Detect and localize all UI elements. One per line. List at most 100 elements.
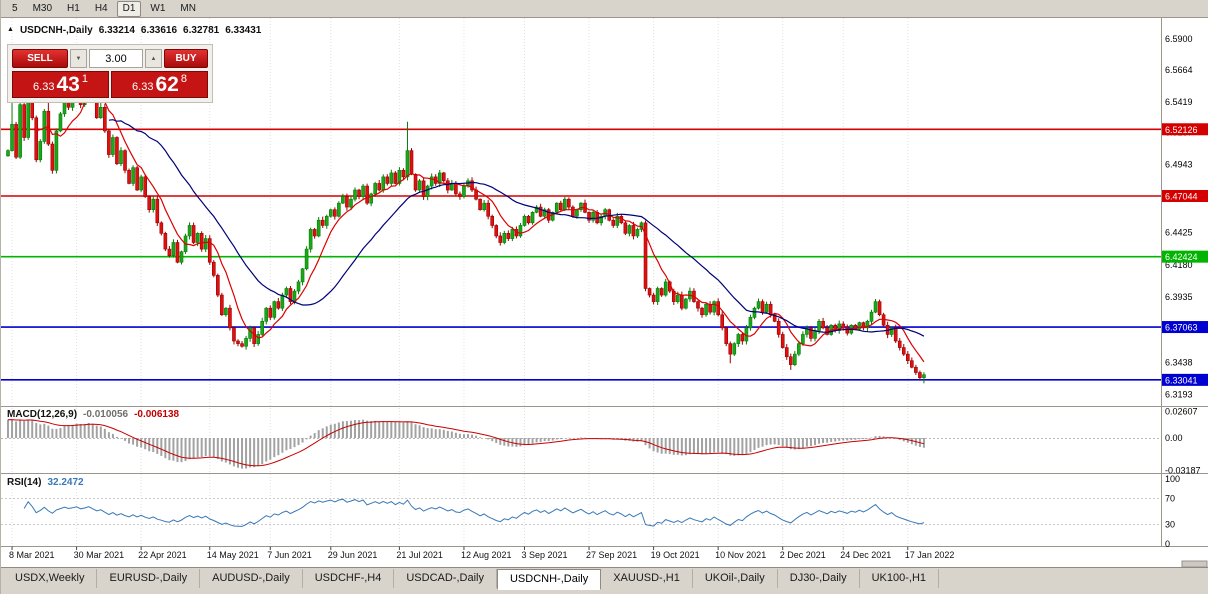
date-axis-label: 30 Mar 2021 [74,550,125,560]
ohlc-low: 6.32781 [183,25,220,36]
chart-tab-usdx[interactable]: USDX,Weekly [3,569,98,588]
chart-tab-eurusd[interactable]: EURUSD-,Daily [97,569,201,588]
price-level-badge [1162,189,1208,202]
macd-scale-label: -0.03187 [1165,465,1201,475]
price-level-badge [1162,123,1208,136]
chart-tab-dj30[interactable]: DJ30-,Daily [778,569,860,588]
date-axis-label: 2 Dec 2021 [780,550,826,560]
price-scale-label: 6.4180 [1165,260,1193,270]
rsi-scale-label: 0 [1165,539,1170,549]
timeframe-button-mn[interactable]: MN [180,2,196,14]
date-axis-label: 7 Jun 2021 [267,550,312,560]
price-scale-label: 6.3935 [1165,292,1193,302]
chevron-up-icon: ▲ [150,55,157,62]
rsi-indicator-label: RSI(14) 32.2472 [7,477,84,488]
date-axis-label: 21 Jul 2021 [396,550,443,560]
ohlc-close: 6.33431 [225,25,262,36]
price-level-badge-text: 6.42424 [1165,252,1198,262]
price-scale-label: 6.3438 [1165,357,1193,367]
date-axis-label: 19 Oct 2021 [651,550,700,560]
sell-button[interactable]: SELL [12,49,68,68]
date-axis-label: 8 Mar 2021 [9,550,55,560]
timeframe-button-h1[interactable]: H1 [67,2,80,14]
price-level-badge-text: 6.47044 [1165,191,1198,201]
timeframe-toolbar: 5 M30 H1 H4 D1 W1 MN [1,0,1208,18]
ask-prefix: 6.33 [132,81,154,93]
date-axis-label: 24 Dec 2021 [840,550,891,560]
price-scale-label: 6.4943 [1165,160,1193,170]
date-axis-label: 3 Sep 2021 [521,550,567,560]
price-scale-label: 6.5419 [1165,97,1193,107]
price-level-badge [1162,373,1208,386]
date-axis-label: 17 Jan 2022 [905,550,955,560]
price-scale-label: 6.5664 [1165,65,1193,75]
ohlc-high: 6.33616 [140,25,178,36]
macd-scale-label: 0.00 [1165,433,1183,443]
date-axis-label: 27 Sep 2021 [586,550,637,560]
chart-tab-audusd[interactable]: AUDUSD-,Daily [200,569,303,588]
rsi-scale-label: 100 [1165,474,1180,484]
price-level-badge [1162,321,1208,334]
rsi-name: RSI(14) [7,477,42,488]
chart-tab-usdcad[interactable]: USDCAD-,Daily [394,569,497,588]
price-level-badge-text: 6.33041 [1165,375,1198,385]
candles-layer [6,56,926,384]
moving-averages-layer [36,93,925,363]
timeframe-button-d1[interactable]: D1 [116,0,142,17]
volume-decrease-button[interactable]: ▼ [70,49,87,68]
date-axis-label: 22 Apr 2021 [138,550,187,560]
volume-input[interactable] [89,49,143,68]
macd-indicator-label: MACD(12,26,9) -0.010056 -0.006138 [7,409,179,420]
date-axis-label: 12 Aug 2021 [461,550,512,560]
date-axis-label: 29 Jun 2021 [328,550,378,560]
chart-canvas[interactable]: 8 Mar 2021 30 Mar 2021 22 Apr 2021 14 May 2… [1,18,1208,567]
bid-price-display[interactable]: 6.33 43 1 [12,71,109,98]
bid-big-digits: 43 [56,73,80,96]
ask-pipette: 8 [180,73,187,85]
price-scale[interactable]: 6.59006.56646.54196.51876.49436.44256.41… [1162,34,1208,549]
rsi-value: 32.2472 [47,477,84,488]
chart-tab-xauusd[interactable]: XAUUSD-,H1 [601,569,693,588]
tab-bar: USDX,Weekly EURUSD-,Daily AUDUSD-,Daily USD… [1,567,1208,594]
macd-name: MACD(12,26,9) [7,409,78,420]
collapse-triangle-icon[interactable]: ▲ [7,26,14,33]
ask-big-digits: 62 [155,73,179,96]
price-level-badge [1162,250,1208,263]
rsi-scale-label: 30 [1165,520,1175,530]
date-axis-label: 14 May 2021 [207,550,259,560]
chart-window: 8 Mar 2021 30 Mar 2021 22 Apr 2021 14 May 2… [1,18,1208,567]
ask-price-display[interactable]: 6.33 62 8 [111,71,208,98]
price-scale-label: 6.3193 [1165,389,1193,399]
timeframe-button-m30[interactable]: M30 [32,2,53,14]
volume-increase-button[interactable]: ▲ [145,49,162,68]
timeframe-button-h4[interactable]: H4 [94,2,108,14]
h-scrollbar-thumb[interactable] [1181,560,1208,567]
chart-title: ▲ USDCNH-,Daily 6.33214 6.33616 6.32781 … [7,25,261,36]
buy-button[interactable]: BUY [164,49,208,68]
date-axis-label: 10 Nov 2021 [715,550,766,560]
price-scale-label: 6.4425 [1165,228,1193,238]
bid-prefix: 6.33 [33,81,55,93]
macd-scale-label: 0.02607 [1165,406,1198,416]
price-level-badge-text: 6.52126 [1165,125,1198,135]
rsi-panel [23,498,925,527]
macd-value-main: -0.010056 [83,409,129,420]
one-click-trade-panel: SELL ▼ ▲ BUY 6.33 43 1 6.33 62 [7,44,213,103]
macd-value-signal: -0.006138 [134,409,180,420]
chevron-down-icon: ▼ [75,55,82,62]
timeframe-button-w1[interactable]: W1 [150,2,166,14]
price-scale-label: 6.5900 [1165,34,1193,44]
chart-tab-usdcnh[interactable]: USDCNH-,Daily [496,569,602,590]
rsi-scale-label: 70 [1165,494,1175,504]
horizontal-levels-layer [1,128,1161,381]
bid-pipette: 1 [81,73,88,85]
timeframe-button-5[interactable]: 5 [12,2,18,14]
chart-symbol-period: USDCNH-,Daily [19,25,93,36]
chart-tab-ukoil[interactable]: UKOil-,Daily [693,569,778,588]
chart-tab-usdchf[interactable]: USDCHF-,H4 [303,569,395,588]
macd-panel [7,419,925,469]
chart-tab-uk100[interactable]: UK100-,H1 [860,569,940,588]
ohlc-open: 6.33214 [98,25,135,36]
price-level-badge-text: 6.37063 [1165,323,1198,333]
